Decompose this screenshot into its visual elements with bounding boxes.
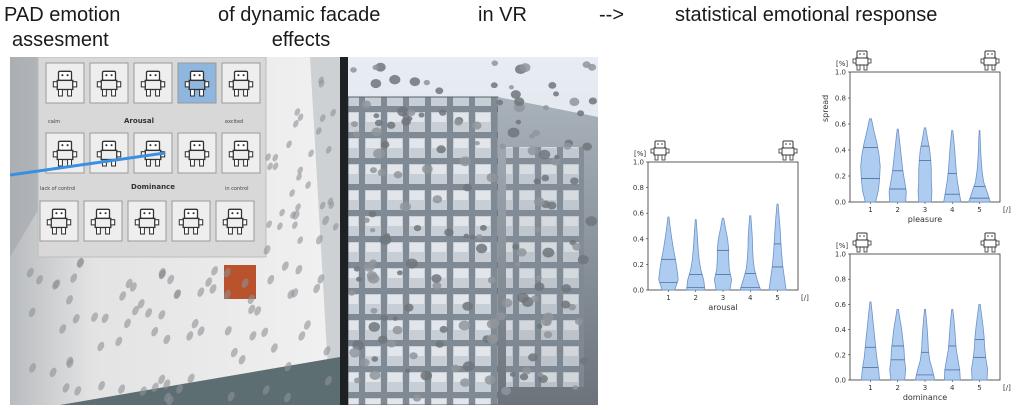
chart-pleasure: 0.0 0.2 0.4 0.6 0.8 1.0 [%] spread 1 2 3 4 5 [/] pleas… xyxy=(818,42,1018,232)
y-tick-label: 0.4 xyxy=(835,326,847,334)
y-tick-label: 0.4 xyxy=(835,147,847,155)
violin-4 xyxy=(943,130,962,203)
violin-2 xyxy=(686,219,706,291)
violin-1 xyxy=(860,301,881,381)
y-tick-label: 0.0 xyxy=(835,199,846,207)
violin-3 xyxy=(917,127,933,203)
x-tick-label: 5 xyxy=(977,384,981,392)
x-tick-label: 1 xyxy=(666,294,670,302)
sam-manikin-icon xyxy=(140,70,166,97)
x-tick-label: 4 xyxy=(950,206,955,214)
y-tick-label: 0.8 xyxy=(835,276,846,284)
chart-arousal: 0.0 0.2 0.4 0.6 0.8 1.0 [%] 1 2 3 4 5 [/] arousal xyxy=(618,128,809,318)
violin-5 xyxy=(971,304,989,381)
y-unit-label: [%] xyxy=(836,242,848,250)
violin-4 xyxy=(739,215,762,291)
header-pad-line1: PAD emotion xyxy=(4,4,121,26)
header-facade-line2: effects xyxy=(271,29,331,51)
y-tick-label: 0.2 xyxy=(835,173,846,181)
y-tick-label: 1.0 xyxy=(633,159,644,167)
sam-high-icon xyxy=(980,232,1000,253)
sam-manikin-icon xyxy=(46,208,72,235)
sam-high-icon xyxy=(980,50,1000,71)
violin-1 xyxy=(860,118,881,203)
sam-manikin-icon xyxy=(134,208,160,235)
wall-shadow-pattern xyxy=(26,76,339,406)
sam-anchor-calm: calm xyxy=(48,119,60,125)
sam-manikin-icon xyxy=(90,208,116,235)
sam-low-icon xyxy=(852,232,872,253)
x-tick-label: 2 xyxy=(693,294,697,302)
y-tick-label: 0.2 xyxy=(633,261,644,269)
header-statistical: statistical emotional response xyxy=(675,4,938,26)
y-tick-label: 0.6 xyxy=(835,121,847,129)
sam-manikin-icon xyxy=(184,70,210,97)
sam-manikin-icon xyxy=(184,140,210,167)
y-tick-label: 0.6 xyxy=(633,210,645,218)
x-tick-label: 5 xyxy=(977,206,981,214)
x-axis-label: pleasure xyxy=(908,215,942,224)
header-vr: in VR xyxy=(478,4,527,26)
sam-manikin-icon xyxy=(228,70,254,97)
sam-manikin-icon xyxy=(96,70,122,97)
x-tick-label: 2 xyxy=(895,206,899,214)
x-tick-label: 1 xyxy=(868,206,872,214)
sam-manikin-icon xyxy=(222,208,248,235)
y-tick-label: 0.4 xyxy=(633,235,645,243)
x-axis-label: dominance xyxy=(903,393,947,402)
pointer-ray xyxy=(9,151,166,177)
vr-scene: Arousal Dominance calm excited lack of c… xyxy=(9,56,598,406)
sam-panel xyxy=(39,62,261,242)
x-unit-label: [/] xyxy=(1003,384,1011,392)
y-tick-label: 0.0 xyxy=(633,287,644,295)
y-tick-label: 0.2 xyxy=(835,351,846,359)
sam-manikin-icon xyxy=(228,140,254,167)
sam-low-icon xyxy=(650,140,670,161)
x-tick-label: 2 xyxy=(895,384,899,392)
violin-3 xyxy=(713,217,733,291)
x-tick-label: 1 xyxy=(868,384,872,392)
x-unit-label: [/] xyxy=(801,294,809,302)
sam-label-arousal: Arousal xyxy=(124,117,154,125)
y-tick-label: 1.0 xyxy=(835,251,846,259)
sam-manikin-icon xyxy=(178,208,204,235)
y-axis-label: spread xyxy=(821,95,830,122)
y-tick-label: 0.8 xyxy=(633,184,644,192)
x-tick-label: 4 xyxy=(950,384,955,392)
x-tick-label: 4 xyxy=(748,294,753,302)
y-tick-label: 0.6 xyxy=(835,301,847,309)
violin-3 xyxy=(914,309,936,381)
facade-effect-particles xyxy=(348,60,598,402)
x-tick-label: 3 xyxy=(721,294,725,302)
violin-1 xyxy=(658,216,679,291)
sam-anchor-lack-of-control: lack of control xyxy=(40,186,75,192)
sam-label-dominance: Dominance xyxy=(131,183,175,191)
violin-5 xyxy=(968,130,991,203)
x-tick-label: 3 xyxy=(923,384,927,392)
violin-4 xyxy=(943,309,961,381)
chart-dominance: 0.0 0.2 0.4 0.6 0.8 1.0 [%] 1 2 3 4 5 [/] dominance xyxy=(818,228,1018,405)
x-axis-label: arousal xyxy=(708,303,737,312)
sam-manikin-icon xyxy=(52,70,78,97)
x-tick-label: 5 xyxy=(775,294,779,302)
y-tick-label: 1.0 xyxy=(835,69,846,77)
y-tick-label: 0.8 xyxy=(835,95,846,103)
y-unit-label: [%] xyxy=(634,150,646,158)
x-unit-label: [/] xyxy=(1003,206,1011,214)
sam-low-icon xyxy=(852,50,872,71)
sam-high-icon xyxy=(778,140,798,161)
violin-5 xyxy=(768,203,787,291)
y-unit-label: [%] xyxy=(836,60,848,68)
y-tick-label: 0.0 xyxy=(835,377,846,385)
sam-anchor-in-control: in control xyxy=(225,186,248,192)
sam-anchor-excited: excited xyxy=(225,119,243,125)
header-pad-line2: assesment xyxy=(12,29,109,51)
header-arrow: --> xyxy=(599,4,624,26)
x-tick-label: 3 xyxy=(923,206,927,214)
violin-2 xyxy=(888,128,907,203)
header-facade-line1: of dynamic facade xyxy=(218,4,381,26)
violin-2 xyxy=(889,309,907,381)
